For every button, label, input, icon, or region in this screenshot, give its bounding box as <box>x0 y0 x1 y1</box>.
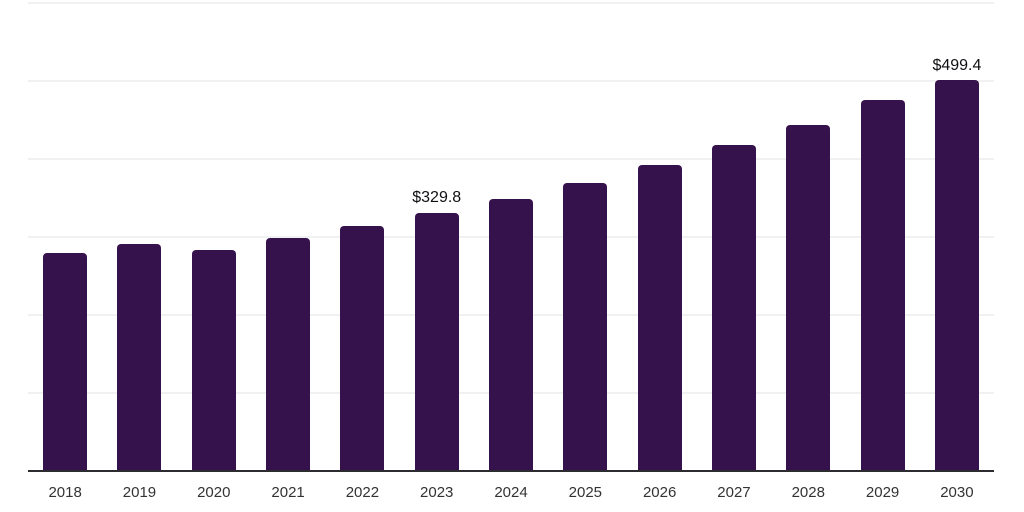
x-tick-2024: 2024 <box>494 484 528 501</box>
data-label-2030: $499.4 <box>932 56 982 74</box>
bar-2024 <box>489 198 534 470</box>
bar-group-2024 <box>474 2 548 470</box>
bar-group-2027 <box>697 2 771 470</box>
bar-group-2030: $499.4 <box>920 2 994 470</box>
bar-group-2028 <box>771 2 845 470</box>
bar-2025 <box>563 182 608 470</box>
gridline-400 <box>28 158 994 161</box>
bar-group-2026 <box>623 2 697 470</box>
plot-area: $329.8 $499.4 <box>28 2 994 470</box>
bar-2022 <box>340 225 385 470</box>
bar-2021 <box>266 237 311 470</box>
x-tick-2029: 2029 <box>865 484 900 501</box>
bar-2018 <box>43 252 88 470</box>
bar-group-2023: $329.8 <box>400 2 474 470</box>
x-tick-2018: 2018 <box>48 484 82 501</box>
bar-group-2020 <box>177 2 251 470</box>
x-tick-2023: 2023 <box>420 484 454 501</box>
bar-2030 <box>934 80 979 470</box>
bar-group-2018 <box>28 2 102 470</box>
gridline-600 <box>28 2 994 4</box>
x-tick-2022: 2022 <box>345 484 380 501</box>
x-tick-2028: 2028 <box>791 484 825 501</box>
bar-2019 <box>117 243 162 470</box>
bar-group-2022 <box>325 2 399 470</box>
x-tick-2030: 2030 <box>940 484 974 501</box>
x-tick-2026: 2026 <box>642 484 677 501</box>
x-tick-2025: 2025 <box>568 484 603 501</box>
bar-2028 <box>786 125 831 470</box>
bar-group-2019 <box>102 2 176 470</box>
bar-group-2025 <box>548 2 622 470</box>
bar-2020 <box>191 249 236 470</box>
x-tick-2021: 2021 <box>271 484 305 501</box>
x-tick-2027: 2027 <box>717 484 751 501</box>
bar-group-2029 <box>845 2 919 470</box>
gridline-500 <box>28 80 994 82</box>
x-axis-line <box>28 470 994 472</box>
bar-2027 <box>711 145 756 470</box>
bar-2023 <box>414 212 459 470</box>
bar-group-2021 <box>251 2 325 470</box>
x-tick-2019: 2019 <box>122 484 157 501</box>
data-label-2023: $329.8 <box>412 189 462 207</box>
bar-2029 <box>860 100 905 470</box>
x-axis-labels: 2018 2019 2020 2021 2022 2023 2024 2025 2026 2027… <box>28 484 994 501</box>
bars-layer: $329.8 $499.4 <box>28 2 994 470</box>
bar-2026 <box>637 165 682 470</box>
x-tick-2020: 2020 <box>197 484 231 501</box>
